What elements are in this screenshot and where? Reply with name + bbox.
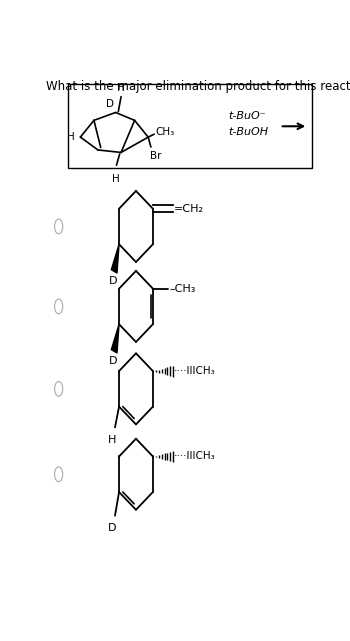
Text: t-BuOH: t-BuOH [228, 127, 268, 137]
Text: =CH₂: =CH₂ [174, 204, 204, 213]
Text: D: D [109, 356, 118, 366]
Text: H: H [67, 132, 75, 142]
Text: ····IIICH₃: ····IIICH₃ [174, 451, 216, 462]
Text: CH₃: CH₃ [155, 127, 174, 137]
Text: Br: Br [149, 151, 161, 161]
Text: D: D [108, 523, 117, 533]
Text: D: D [106, 99, 114, 108]
Text: t-BuO⁻: t-BuO⁻ [228, 111, 266, 121]
Bar [68, 85, 312, 168]
Polygon shape [111, 244, 119, 273]
Text: H: H [112, 174, 119, 184]
Polygon shape [111, 324, 119, 353]
Text: H: H [117, 83, 125, 93]
Text: H: H [108, 435, 117, 445]
Text: D: D [109, 276, 118, 287]
Text: What is the major elimination product for this reaction?: What is the major elimination product fo… [47, 80, 350, 94]
Text: –CH₃: –CH₃ [169, 284, 196, 294]
Text: ····IIICH₃: ····IIICH₃ [174, 366, 216, 376]
